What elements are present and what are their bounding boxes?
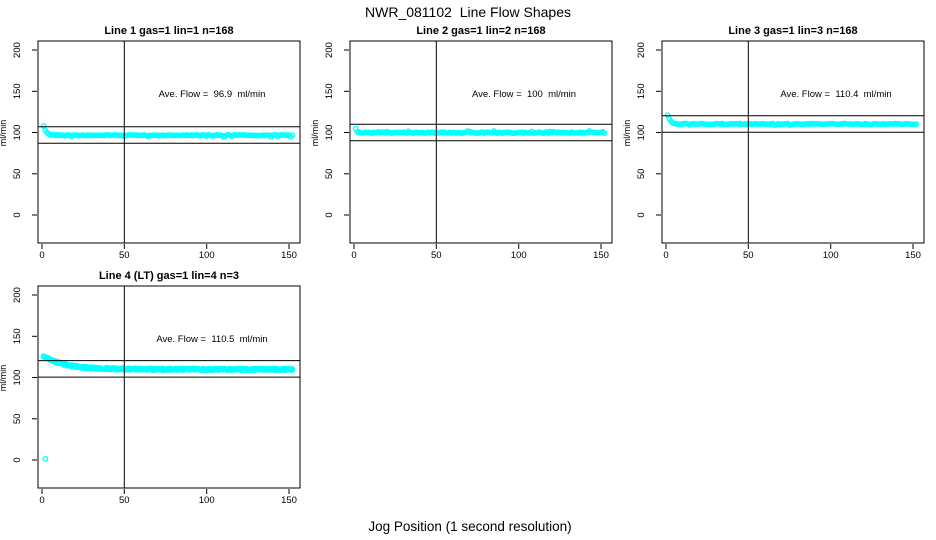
- x-tick-label: 0: [351, 250, 356, 261]
- y-tick-label: 0: [12, 212, 23, 217]
- y-tick-label: 0: [324, 212, 335, 217]
- ave-flow-annotation: Ave. Flow = 96.9 ml/min: [159, 89, 266, 100]
- x-tick-label: 150: [905, 250, 921, 261]
- y-tick-label: 150: [636, 83, 647, 99]
- subplot-line-2: 0 50 100 150 0 50 100 150 200 ml/min Line 2 gas=1 …: [310, 25, 613, 261]
- data-point: [289, 132, 296, 138]
- y-axis-label: ml/min: [0, 365, 8, 392]
- y-tick-label: 200: [636, 42, 647, 58]
- x-tick-label: 100: [199, 495, 215, 506]
- data-point: [601, 130, 608, 137]
- y-axis-label: ml/min: [0, 120, 8, 147]
- y-tick-label: 50: [324, 169, 335, 180]
- subplot-title: Line 2 gas=1 lin=2 n=168: [416, 25, 545, 37]
- x-tick-label: 150: [281, 250, 297, 261]
- x-tick-label: 50: [743, 250, 754, 261]
- y-tick-label: 100: [12, 125, 23, 141]
- plot-box: [349, 40, 613, 244]
- y-tick-label: 100: [12, 370, 23, 386]
- y-tick-label: 0: [636, 212, 647, 217]
- y-axis-label: ml/min: [622, 120, 632, 147]
- x-tick-label: 0: [663, 250, 668, 261]
- outlier-point: [42, 455, 49, 462]
- x-tick-label: 0: [39, 250, 44, 261]
- y-tick-label: 150: [12, 328, 23, 344]
- y-tick-label: 50: [12, 169, 23, 180]
- plot-box: [37, 285, 301, 489]
- data-points: [352, 125, 608, 137]
- x-tick-label: 100: [199, 250, 215, 261]
- subplot-line-1: 0 50 100 150 0 50 100 150 200 ml/min Line 1 gas=1 …: [0, 25, 301, 261]
- plot-box: [37, 40, 301, 244]
- y-tick-label: 50: [636, 169, 647, 180]
- subplot-title: Line 1 gas=1 lin=1 n=168: [104, 25, 233, 37]
- x-tick-label: 50: [431, 250, 442, 261]
- y-tick-label: 150: [12, 83, 23, 99]
- x-tick-label: 150: [593, 250, 609, 261]
- data-points: [40, 123, 296, 140]
- y-tick-label: 100: [324, 125, 335, 141]
- ave-flow-annotation: Ave. Flow = 110.4 ml/min: [780, 89, 891, 100]
- x-tick-label: 0: [39, 495, 44, 506]
- y-tick-label: 200: [12, 287, 23, 303]
- x-tick-label: 50: [119, 250, 130, 261]
- data-point: [289, 366, 296, 373]
- y-tick-label: 50: [12, 414, 23, 425]
- ave-flow-annotation: Ave. Flow = 100 ml/min: [472, 89, 576, 100]
- data-points: [40, 353, 296, 462]
- y-tick-label: 100: [636, 125, 647, 141]
- x-tick-label: 50: [119, 495, 130, 506]
- y-tick-label: 200: [324, 42, 335, 58]
- data-point: [40, 123, 47, 129]
- ave-flow-annotation: Ave. Flow = 110.5 ml/min: [156, 334, 267, 345]
- x-tick-label: 100: [511, 250, 527, 261]
- y-tick-label: 0: [12, 457, 23, 462]
- subplot-title: Line 3 gas=1 lin=3 n=168: [728, 25, 857, 37]
- x-tick-label: 100: [823, 250, 839, 261]
- subplot-title: Line 4 (LT) gas=1 lin=4 n=3: [99, 270, 239, 282]
- data-point: [913, 121, 920, 127]
- subplot-line-3: 0 50 100 150 0 50 100 150 200 ml/min Line 3 gas=1 …: [622, 25, 925, 261]
- subplot-line-4: 0 50 100 150 0 50 100 150 200 ml/min Line 4 (LT) g…: [0, 270, 301, 506]
- figure-xlabel: Jog Position (1 second resolution): [368, 519, 571, 534]
- y-axis-label: ml/min: [310, 120, 320, 147]
- data-points: [664, 112, 920, 128]
- x-tick-label: 150: [281, 495, 297, 506]
- y-tick-label: 200: [12, 42, 23, 58]
- y-tick-label: 150: [324, 83, 335, 99]
- panels: 0 50 100 150 0 50 100 150 200 ml/min Line 1 gas=1 …: [0, 25, 925, 506]
- figure-title: NWR_081102 Line Flow Shapes: [365, 4, 571, 20]
- plot-box: [661, 40, 925, 244]
